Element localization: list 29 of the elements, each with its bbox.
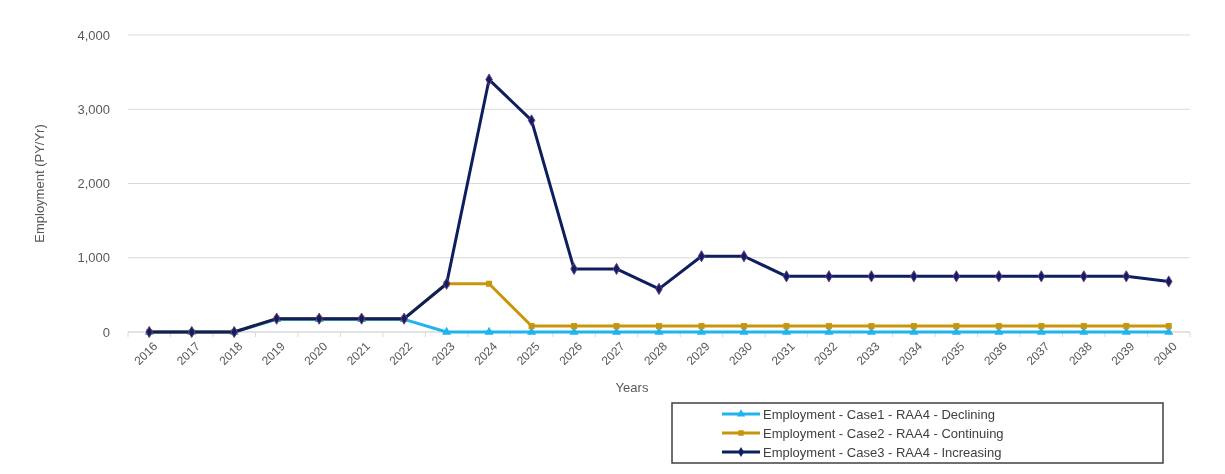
y-tick-label: 0: [102, 324, 110, 340]
point: [484, 326, 494, 335]
y-axis-title: Employment (PY/Yr): [32, 124, 47, 243]
point: [528, 323, 535, 330]
point: [825, 323, 832, 330]
y-tick-label: 4,000: [77, 27, 110, 43]
legend-label: Employment - Case3 - RAA4 - Increasing: [763, 444, 1002, 460]
point: [486, 280, 493, 287]
point: [868, 323, 875, 330]
point: [1080, 323, 1087, 330]
point: [613, 323, 620, 330]
point: [740, 323, 747, 330]
point: [442, 326, 452, 335]
point: [953, 323, 960, 330]
y-tick-label: 3,000: [77, 101, 110, 117]
point: [1038, 323, 1045, 330]
y-tick-label: 1,000: [77, 250, 110, 266]
legend-label: Employment - Case1 - RAA4 - Declining: [763, 406, 995, 422]
point: [571, 323, 578, 330]
point: [910, 323, 917, 330]
point: [656, 323, 662, 330]
y-tick-label: 2,000: [77, 176, 110, 192]
legend-label: Employment - Case2 - RAA4 - Continuing: [763, 425, 1004, 441]
point: [995, 323, 1002, 330]
x-axis-title: Years: [615, 380, 649, 395]
point: [1165, 323, 1172, 330]
point: [1123, 323, 1130, 330]
point: [783, 323, 790, 330]
point: [698, 323, 705, 330]
